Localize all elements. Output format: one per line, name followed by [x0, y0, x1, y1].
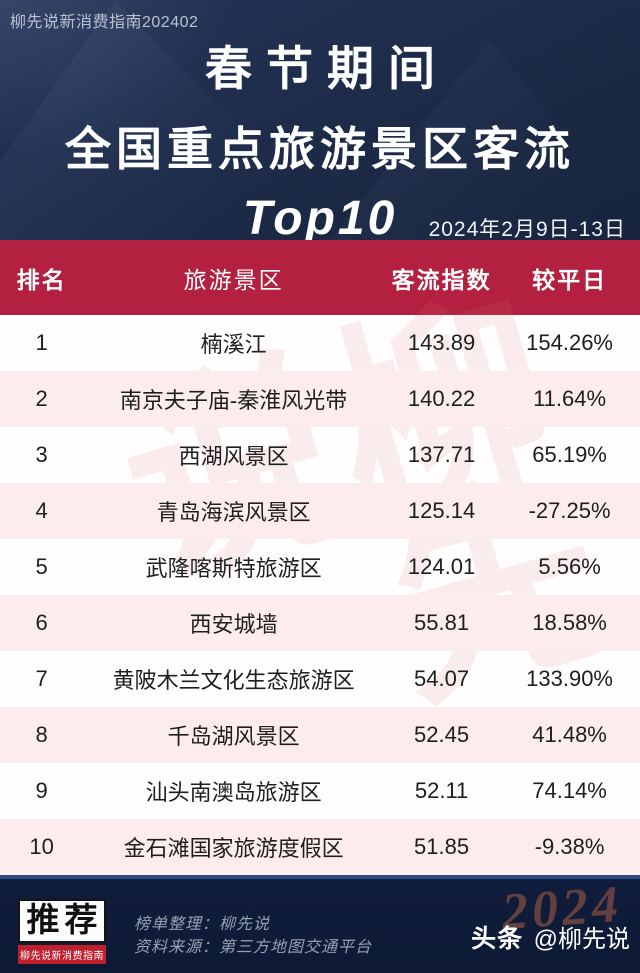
cell-index: 52.45	[414, 722, 470, 747]
byline: 头条 @柳先说	[471, 919, 630, 955]
recommend-badge-label: 推荐	[18, 899, 106, 943]
cell-name: 南京夫子庙-秦淮风光带	[119, 388, 348, 413]
cell-rank: 9	[35, 778, 48, 803]
cell-change: 74.14%	[532, 778, 607, 803]
cell-name: 汕头南澳岛旅游区	[145, 780, 322, 805]
credit-compiler: 榜单整理：柳先说	[134, 916, 271, 933]
cell-change: 154.26%	[526, 330, 613, 355]
cell-rank: 6	[35, 610, 48, 635]
cell-index: 51.85	[414, 834, 470, 859]
cell-change: -9.38%	[534, 834, 605, 859]
table-row: 9 汕头南澳岛旅游区 52.11 74.14%	[0, 763, 640, 819]
cell-change: 41.48%	[532, 722, 607, 747]
cell-index: 124.01	[407, 554, 476, 579]
cell-index: 55.81	[414, 610, 470, 635]
credit-source: 资料来源：第三方地图交通平台	[134, 939, 373, 956]
cell-change: -27.25%	[528, 498, 611, 523]
cell-index: 140.22	[407, 386, 476, 411]
cell-index: 125.14	[407, 498, 476, 523]
table-row: 6 西安城墙 55.81 18.58%	[0, 595, 640, 651]
cell-name: 千岛湖风景区	[167, 724, 300, 749]
cell-change: 11.64%	[533, 386, 607, 411]
cell-rank: 10	[29, 834, 54, 859]
header-cell-change: 较平日	[532, 266, 608, 293]
cell-rank: 2	[35, 386, 48, 411]
cell-name: 西湖风景区	[178, 444, 289, 469]
table-body: 柳先说 1 楠溪江 143.89 154.26% 2 南京夫子庙-秦淮风光带 1…	[0, 273, 640, 875]
credits-block: 榜单整理：柳先说 资料来源：第三方地图交通平台	[134, 913, 372, 959]
ranking-table: 排名 旅游景区 客流指数 较平日 柳先说 1 楠溪江 143.89 154.26…	[0, 240, 640, 875]
cell-index: 54.07	[414, 666, 470, 691]
table-row: 1 楠溪江 143.89 154.26%	[0, 315, 640, 371]
cell-rank: 5	[35, 554, 48, 579]
corner-brand-tag: 柳先说新消费指南202402	[10, 14, 199, 31]
cell-name: 青岛海滨风景区	[156, 500, 311, 525]
header-cell-name: 旅游景区	[183, 266, 284, 293]
cell-name: 金石滩国家旅游度假区	[123, 836, 344, 861]
table-header-row: 排名 旅游景区 客流指数 较平日	[0, 240, 640, 315]
cell-name: 西安城墙	[189, 612, 278, 637]
cell-change: 133.90%	[526, 666, 613, 691]
table-row: 5 武隆喀斯特旅游区 124.01 5.56%	[0, 539, 640, 595]
cell-change: 18.58%	[532, 610, 607, 635]
table-row: 8 千岛湖风景区 52.45 41.48%	[0, 707, 640, 763]
toutiao-brand-label: 头条	[471, 925, 524, 953]
header-cell-index: 客流指数	[391, 266, 492, 293]
table-row: 2 南京夫子庙-秦淮风光带 140.22 11.64%	[0, 371, 640, 427]
cell-rank: 4	[35, 498, 48, 523]
author-handle: @柳先说	[533, 926, 630, 953]
cell-name: 黄陂木兰文化生态旅游区	[112, 668, 355, 693]
header-cell-rank: 排名	[16, 266, 67, 293]
cell-rank: 1	[35, 330, 48, 355]
table-row: 4 青岛海滨风景区 125.14 -27.25%	[0, 483, 640, 539]
table-row: 3 西湖风景区 137.71 65.19%	[0, 427, 640, 483]
page-title-line2: 全国重点旅游景区客流	[65, 123, 575, 175]
cell-index: 52.11	[414, 778, 469, 803]
recommend-badge-subtitle: 柳先说新消费指南	[18, 945, 106, 964]
page-title-line3: Top10	[242, 192, 398, 245]
date-range: 2024年2月9日-13日	[428, 218, 626, 241]
cell-rank: 3	[35, 442, 48, 467]
cell-name: 楠溪江	[200, 332, 267, 357]
cell-name: 武隆喀斯特旅游区	[145, 556, 322, 581]
cell-change: 5.56%	[538, 554, 601, 579]
recommend-badge: 推荐 柳先说新消费指南	[18, 899, 106, 964]
cell-index: 143.89	[407, 330, 476, 355]
cell-change: 65.19%	[532, 442, 607, 467]
table-row: 7 黄陂木兰文化生态旅游区 54.07 133.90%	[0, 651, 640, 707]
page-title-line1: 春节期间	[205, 42, 449, 95]
title-block: 春节期间 全国重点旅游景区客流 Top10	[0, 30, 640, 246]
cell-rank: 7	[35, 666, 48, 691]
cell-rank: 8	[35, 722, 48, 747]
table-row: 10 金石滩国家旅游度假区 51.85 -9.38%	[0, 819, 640, 875]
footer: 推荐 柳先说新消费指南 榜单整理：柳先说 资料来源：第三方地图交通平台 2024…	[0, 875, 640, 973]
cell-index: 137.71	[407, 442, 476, 467]
